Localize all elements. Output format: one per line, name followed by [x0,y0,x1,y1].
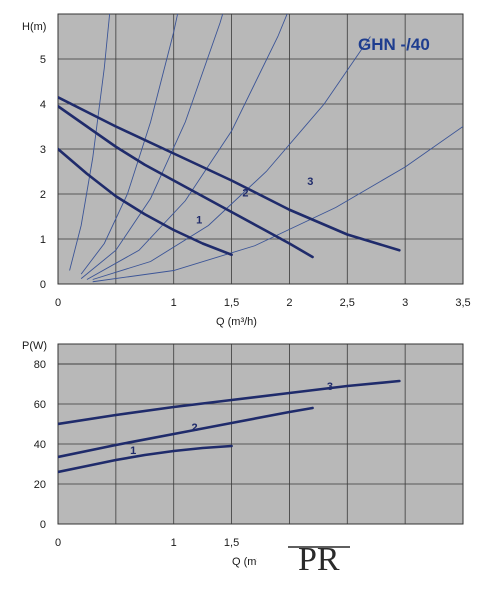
power-y-tick-labels: 0 20 40 60 80 [34,359,46,531]
x-tick-label: 3 [402,297,408,309]
x-tick-label: 2,5 [340,297,355,309]
head-y-axis-title: H(m) [22,21,46,33]
series-line-2 [58,406,314,459]
series-line-2 [58,104,314,259]
y-tick-label: 1 [40,234,46,246]
x-tick-label: 0 [55,537,61,549]
curve-number-label: 1 [196,214,202,226]
system-curve-line [69,14,111,271]
head-grid [58,14,463,284]
system-curve-line [86,14,288,280]
x-tick-label: 0 [55,297,61,309]
x-tick-label: 3,5 [455,297,470,309]
series-line-1 [58,147,233,257]
y-tick-label: 60 [34,399,46,411]
y-tick-label: 2 [40,189,46,201]
model-title: GHN -/40 [358,35,430,54]
x-tick-label: 1 [171,537,177,549]
system-curve-line [92,126,463,283]
head-x-axis-title: Q (m³/h) [216,316,257,328]
power-grid [58,344,463,524]
head-curve-labels: 1 2 3 [196,176,313,226]
x-tick-label: 2 [286,297,292,309]
watermark-area: Q (m³/h) PR [232,528,495,590]
curve-number-label: 2 [242,187,248,199]
y-tick-label: 4 [40,99,46,111]
power-curve-labels: 1 2 3 [130,381,333,457]
y-tick-label: 3 [40,144,46,156]
series-line-3 [58,95,401,252]
power-y-axis-title: P(W) [22,340,47,352]
head-y-tick-labels: 0 1 2 3 4 5 [40,54,46,291]
series-line-1 [58,444,233,474]
curve-number-label: 3 [327,381,333,393]
y-tick-label: 40 [34,439,46,451]
head-x-tick-labels: 0 1 1,5 2 2,5 3 3,5 [55,297,471,309]
system-curve-line [80,14,224,279]
power-series [58,379,401,474]
system-curve-line [92,36,371,280]
x-tick-label: 1,5 [224,297,239,309]
system-curve-line [80,14,179,275]
curve-number-label: 1 [130,445,136,457]
power-plot-area [57,343,464,525]
head-series [58,95,401,259]
x-tick-label: 1 [171,297,177,309]
y-tick-label: 0 [40,279,46,291]
head-system-curves [69,14,463,283]
pr-logo: PR [288,541,350,578]
power-x-tick-labels: 0 1 1,5 [55,537,239,549]
y-tick-label: 80 [34,359,46,371]
y-tick-label: 5 [40,54,46,66]
curve-number-label: 2 [191,422,197,434]
curve-number-label: 3 [307,176,313,188]
y-tick-label: 0 [40,519,46,531]
head-chart: 1 2 3 0 1 1,5 2 2,5 3 3,5 0 1 2 3 4 5 H(m) Q (m³/h) G… [22,13,471,328]
watermark-mask [257,528,495,590]
x-tick-label: 1,5 [224,537,239,549]
series-line-3 [58,379,401,426]
y-tick-label: 20 [34,479,46,491]
